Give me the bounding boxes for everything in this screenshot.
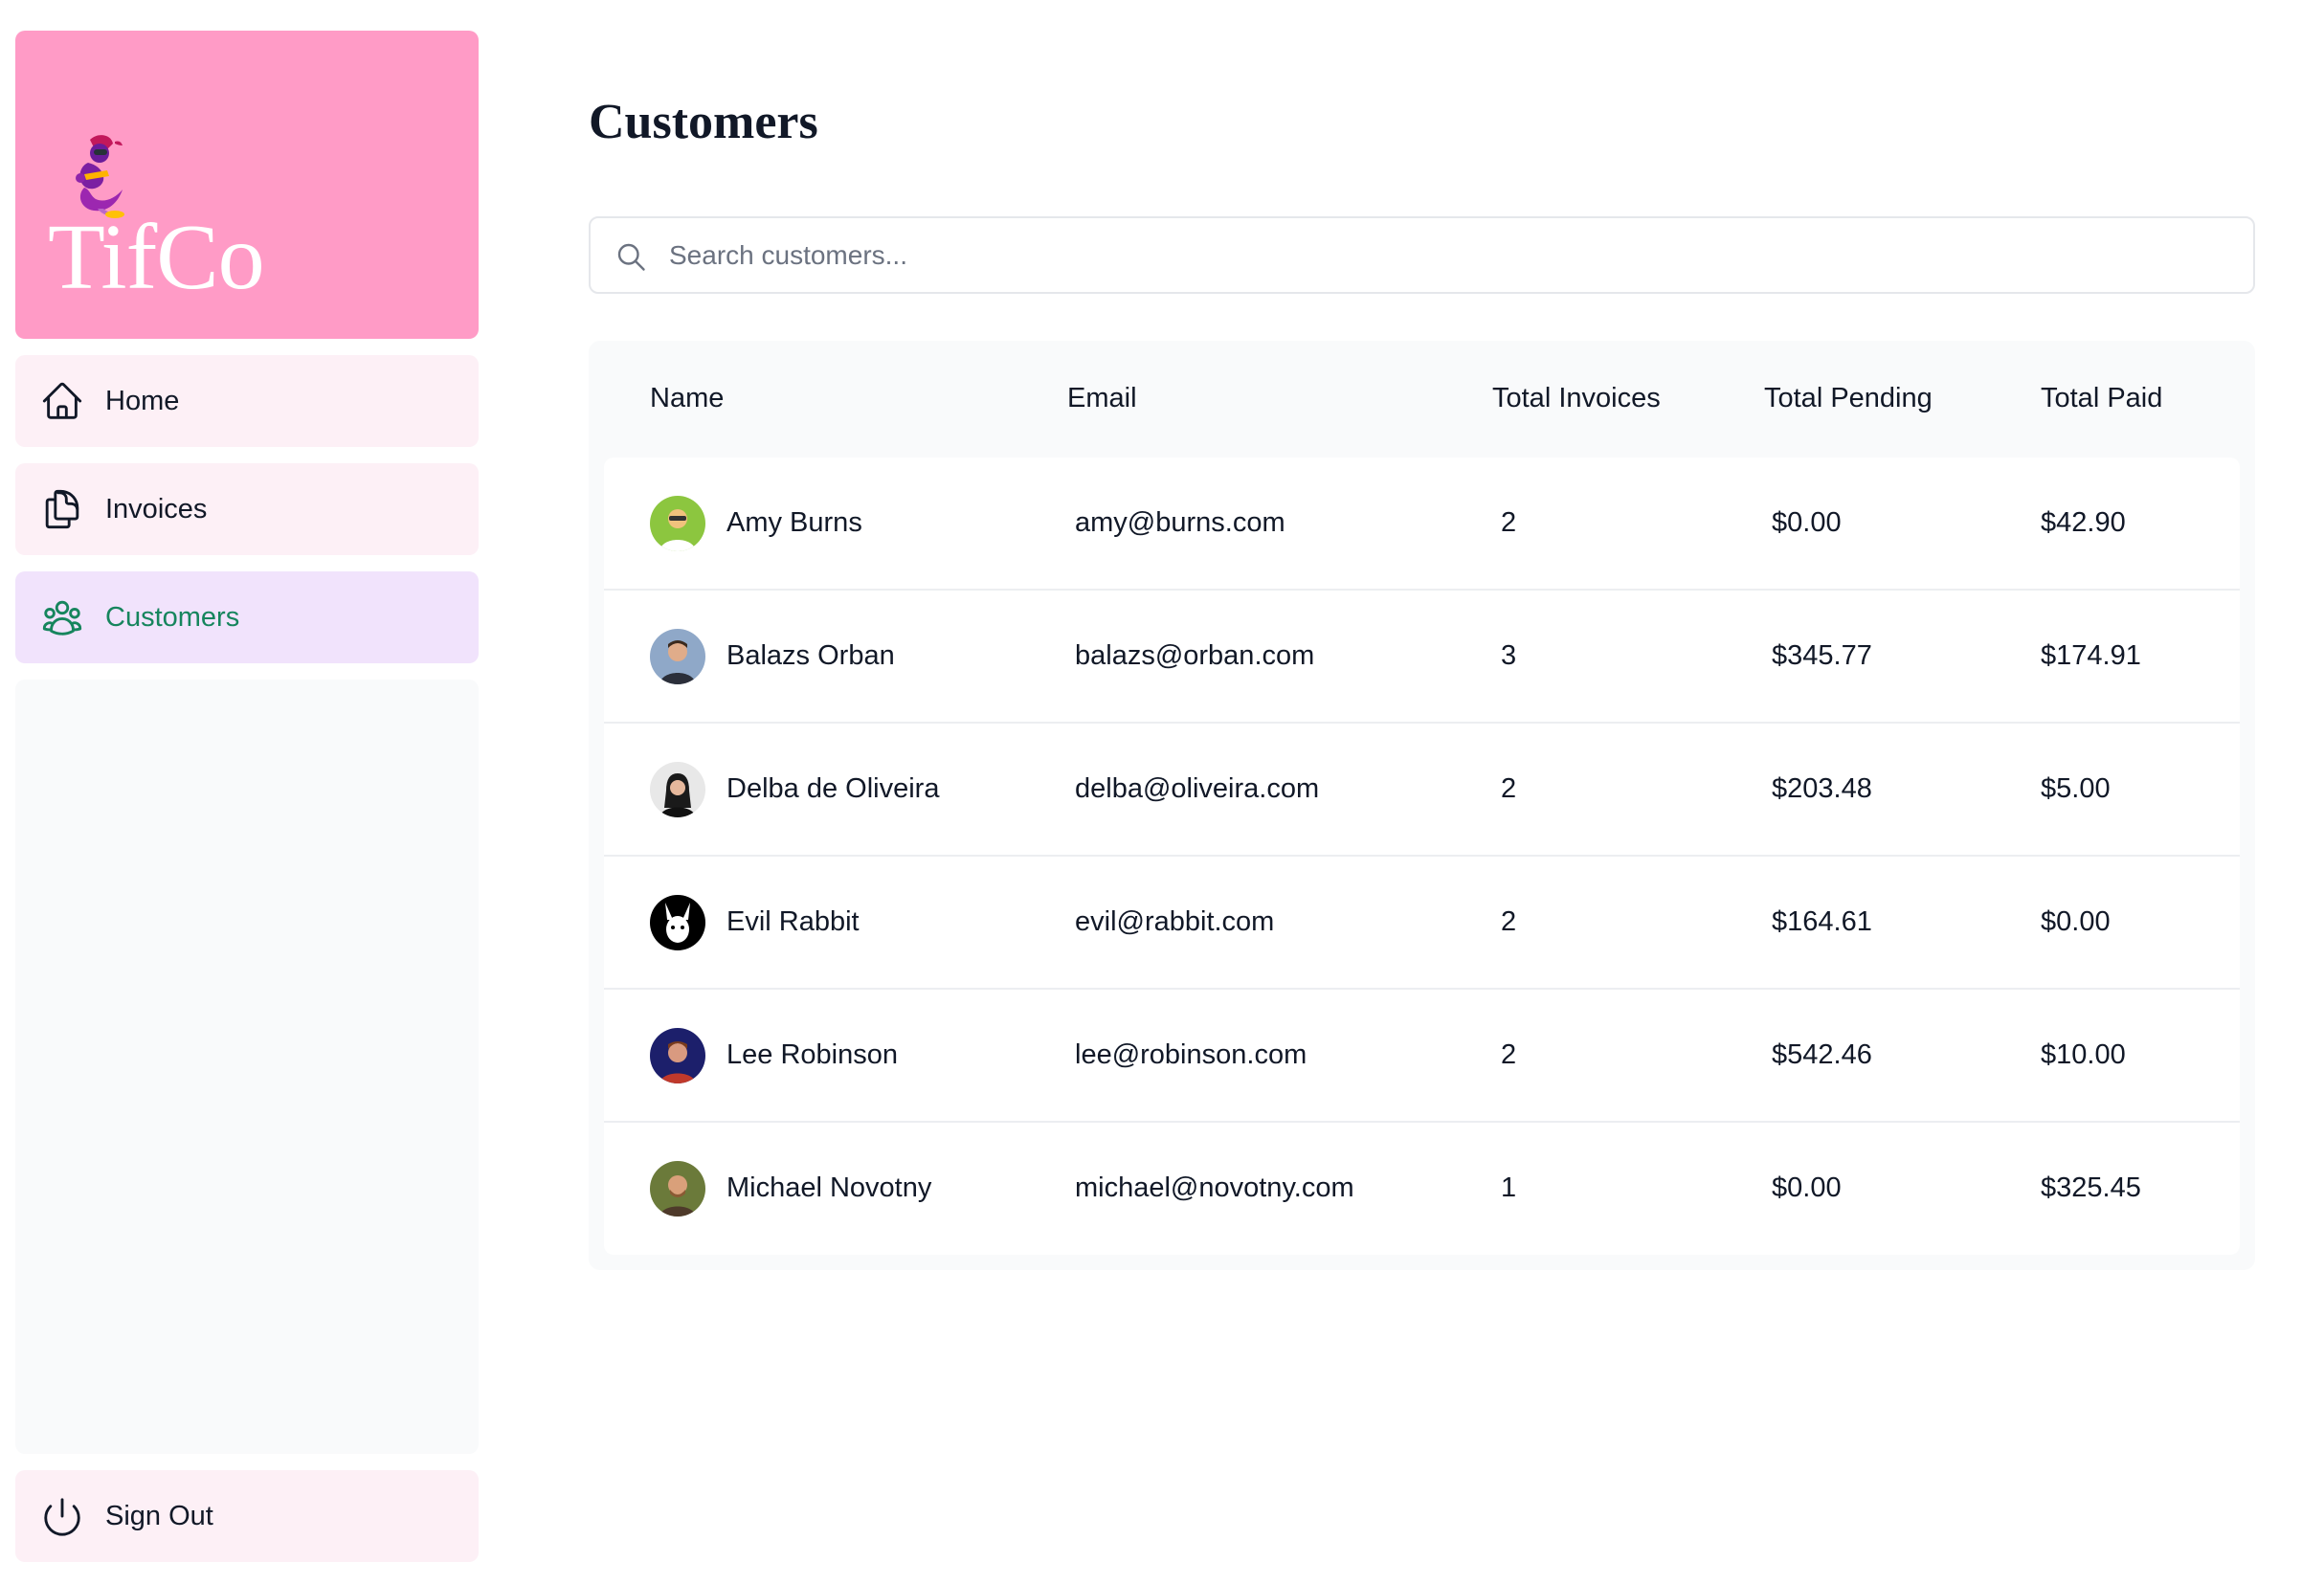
nav-label-invoices: Invoices xyxy=(105,493,208,525)
user-group-icon xyxy=(42,600,82,636)
customer-email: michael@novotny.com xyxy=(1075,1172,1354,1203)
customer-name: Delba de Oliveira xyxy=(726,773,940,804)
customer-total-paid: $0.00 xyxy=(2041,906,2111,937)
customer-name-cell: Amy Burns xyxy=(650,458,862,589)
avatar xyxy=(650,894,705,950)
customer-name: Balazs Orban xyxy=(726,640,895,671)
customer-total-pending: $0.00 xyxy=(1772,507,1842,538)
sign-out-label: Sign Out xyxy=(105,1500,213,1531)
customer-name: Michael Novotny xyxy=(726,1172,932,1203)
customer-total-invoices: 2 xyxy=(1501,773,1517,804)
documents-icon xyxy=(45,489,79,529)
customer-total-invoices: 3 xyxy=(1501,640,1517,671)
customer-total-paid: $325.45 xyxy=(2041,1172,2141,1203)
customer-name-cell: Balazs Orban xyxy=(650,591,895,722)
house-icon xyxy=(42,382,82,419)
customer-name-cell: Evil Rabbit xyxy=(650,857,860,988)
header-name: Name xyxy=(650,383,725,413)
header-email: Email xyxy=(1067,383,1137,413)
table-row: Lee Robinson lee@robinson.com 2 $542.46 … xyxy=(604,990,2240,1123)
customer-email: lee@robinson.com xyxy=(1075,1039,1307,1070)
search-bar xyxy=(589,216,2255,294)
customer-total-paid: $10.00 xyxy=(2041,1039,2126,1070)
customer-total-invoices: 2 xyxy=(1501,1039,1517,1070)
nav-item-home[interactable]: Home xyxy=(15,355,479,447)
brand-name: TifCo xyxy=(48,206,265,309)
customer-total-pending: $164.61 xyxy=(1772,906,1872,937)
table-header: Name Email Total Invoices Total Pending … xyxy=(589,341,2255,458)
table-row: Amy Burns amy@burns.com 2 $0.00 $42.90 xyxy=(604,458,2240,591)
customer-name-cell: Lee Robinson xyxy=(650,990,898,1121)
sidebar: TifCo Home Invoices Customers Sign Out xyxy=(15,31,479,1574)
power-icon xyxy=(44,1498,80,1536)
page-title: Customers xyxy=(589,95,818,149)
customer-total-invoices: 1 xyxy=(1501,1172,1517,1203)
customer-email: delba@oliveira.com xyxy=(1075,773,1320,804)
customer-name-cell: Delba de Oliveira xyxy=(650,724,939,855)
customer-email: amy@burns.com xyxy=(1075,507,1285,538)
nav-item-invoices[interactable]: Invoices xyxy=(15,463,479,555)
sign-out-button[interactable]: Sign Out xyxy=(15,1470,479,1562)
avatar xyxy=(650,761,705,817)
table-row: Evil Rabbit evil@rabbit.com 2 $164.61 $0… xyxy=(604,857,2240,990)
search-icon xyxy=(617,243,645,271)
customer-total-pending: $0.00 xyxy=(1772,1172,1842,1203)
customer-name-cell: Michael Novotny xyxy=(650,1123,931,1254)
genie-icon xyxy=(76,135,124,218)
brand-logo-link[interactable]: TifCo xyxy=(15,31,479,339)
customer-total-paid: $42.90 xyxy=(2041,507,2126,538)
customer-name: Amy Burns xyxy=(726,507,862,538)
customer-total-invoices: 2 xyxy=(1501,906,1517,937)
customer-total-paid: $5.00 xyxy=(2041,773,2111,804)
sidebar-spacer xyxy=(15,680,479,1454)
customer-total-pending: $203.48 xyxy=(1772,773,1872,804)
avatar xyxy=(650,1027,705,1083)
nav-label-customers: Customers xyxy=(105,601,240,633)
header-total-pending: Total Pending xyxy=(1764,383,1933,413)
table-body: Amy Burns amy@burns.com 2 $0.00 $42.90 B… xyxy=(604,458,2240,1255)
header-total-invoices: Total Invoices xyxy=(1492,383,1661,413)
customer-email: balazs@orban.com xyxy=(1075,640,1315,671)
table-row: Delba de Oliveira delba@oliveira.com 2 $… xyxy=(604,724,2240,857)
customer-email: evil@rabbit.com xyxy=(1075,906,1275,937)
customer-total-paid: $174.91 xyxy=(2041,640,2141,671)
customers-table: Name Email Total Invoices Total Pending … xyxy=(589,341,2255,1270)
customer-total-pending: $345.77 xyxy=(1772,640,1872,671)
avatar xyxy=(650,1160,705,1217)
customer-total-invoices: 2 xyxy=(1501,507,1517,538)
search-input[interactable] xyxy=(591,218,2253,292)
header-total-paid: Total Paid xyxy=(2041,383,2163,413)
table-row: Balazs Orban balazs@orban.com 3 $345.77 … xyxy=(604,591,2240,724)
nav-label-home: Home xyxy=(105,385,180,416)
table-row: Michael Novotny michael@novotny.com 1 $0… xyxy=(604,1123,2240,1255)
customer-name: Lee Robinson xyxy=(726,1039,898,1070)
nav-item-customers[interactable]: Customers xyxy=(15,571,479,663)
customer-total-pending: $542.46 xyxy=(1772,1039,1872,1070)
avatar xyxy=(650,495,705,551)
customer-name: Evil Rabbit xyxy=(726,906,860,937)
avatar xyxy=(650,628,705,684)
